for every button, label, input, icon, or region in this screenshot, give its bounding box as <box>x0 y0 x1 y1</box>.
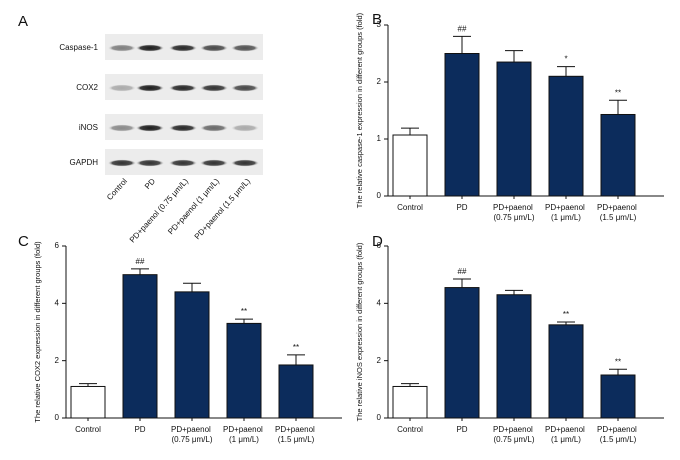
bar <box>600 113 636 197</box>
blot-band <box>108 159 136 167</box>
blot-band <box>136 124 164 132</box>
blot-row-label: Caspase-1 <box>59 43 98 52</box>
x-tick-label: PD+paenol (1.5 μm/L) <box>597 425 639 444</box>
y-tick-label: 3 <box>377 20 382 29</box>
blot-band <box>231 159 259 167</box>
annotation: ** <box>563 310 569 319</box>
blot-row-label: GAPDH <box>70 158 99 167</box>
panel-label: C <box>18 233 29 250</box>
blot-band <box>200 124 228 132</box>
annotation: ## <box>458 25 467 34</box>
blot-band <box>231 44 259 52</box>
blot-band <box>169 159 197 167</box>
y-tick-label: 4 <box>55 298 60 307</box>
x-tick-label: PD+paenol (1.5 μm/L) <box>597 203 639 222</box>
bar <box>600 374 636 419</box>
bar <box>122 274 158 419</box>
blot-band <box>169 84 197 92</box>
blot-band <box>136 44 164 52</box>
annotation: ## <box>136 257 145 266</box>
blot-lane-label: PD+paenol (1.5 μm/L) <box>193 176 253 241</box>
blot-lane-label: PD <box>143 177 157 191</box>
x-tick-label: PD+paenol (1.5 μm/L) <box>275 425 317 444</box>
bar <box>496 61 532 197</box>
bar <box>174 291 210 419</box>
x-tick-label: PD <box>456 425 467 434</box>
blot-lane-label: Control <box>105 177 129 202</box>
panel-label: A <box>18 13 28 30</box>
x-tick-label: PD+paenol (1 μm/L) <box>545 425 587 444</box>
y-tick-label: 2 <box>55 356 60 365</box>
bar <box>278 364 314 419</box>
bar <box>548 324 584 419</box>
annotation: ** <box>615 88 621 97</box>
bar <box>496 294 532 419</box>
blot-band <box>200 44 228 52</box>
y-tick-label: 0 <box>55 413 60 422</box>
y-axis-label: The relative iNOS expression in differen… <box>355 242 364 421</box>
bar <box>392 134 428 197</box>
y-axis-label: The relative COX2 expression in differen… <box>33 241 42 423</box>
x-tick-label: PD+paenol (1 μm/L) <box>545 203 587 222</box>
blot-band <box>108 124 136 132</box>
bar <box>444 287 480 419</box>
annotation: ** <box>615 357 621 366</box>
x-tick-label: PD+paenol (1 μm/L) <box>223 425 265 444</box>
blot-lane-label: PD+paenol (0.75 μm/L) <box>128 176 191 244</box>
blot-row-label: iNOS <box>79 123 98 132</box>
bar <box>392 385 428 419</box>
annotation: ** <box>293 343 299 352</box>
annotation: ## <box>458 267 467 276</box>
bar <box>444 53 480 197</box>
blot-band <box>169 44 197 52</box>
y-tick-label: 0 <box>377 413 382 422</box>
x-tick-label: PD <box>134 425 145 434</box>
y-tick-label: 6 <box>55 241 60 250</box>
x-tick-label: Control <box>75 425 101 434</box>
blot-band <box>200 159 228 167</box>
panel-label: D <box>372 233 383 250</box>
blot-band <box>136 84 164 92</box>
y-tick-label: 6 <box>377 241 382 250</box>
y-tick-label: 2 <box>377 356 382 365</box>
bar <box>226 322 262 419</box>
y-tick-label: 4 <box>377 298 382 307</box>
x-tick-label: PD <box>456 203 467 212</box>
y-tick-label: 0 <box>377 191 382 200</box>
x-tick-label: Control <box>397 203 423 212</box>
annotation: * <box>564 55 567 64</box>
bar <box>70 385 106 419</box>
panel-label: B <box>372 11 382 28</box>
blot-row-label: COX2 <box>76 83 98 92</box>
x-tick-label: Control <box>397 425 423 434</box>
blot-band <box>169 124 197 132</box>
blot-band <box>200 84 228 92</box>
x-tick-label: PD+paenol (0.75 μm/L) <box>171 425 213 444</box>
blot-band <box>231 84 259 92</box>
y-tick-label: 1 <box>377 134 382 143</box>
x-tick-label: PD+paenol (0.75 μm/L) <box>493 425 535 444</box>
blot-band <box>136 159 164 167</box>
y-axis-label: The relative caspase-1 expression in dif… <box>355 12 364 208</box>
annotation: ** <box>241 307 247 316</box>
y-tick-label: 2 <box>377 77 382 86</box>
blot-band <box>108 44 136 52</box>
x-tick-label: PD+paenol (0.75 μm/L) <box>493 203 535 222</box>
bar <box>548 75 584 197</box>
blot-band <box>108 84 136 92</box>
blot-band <box>231 124 259 132</box>
